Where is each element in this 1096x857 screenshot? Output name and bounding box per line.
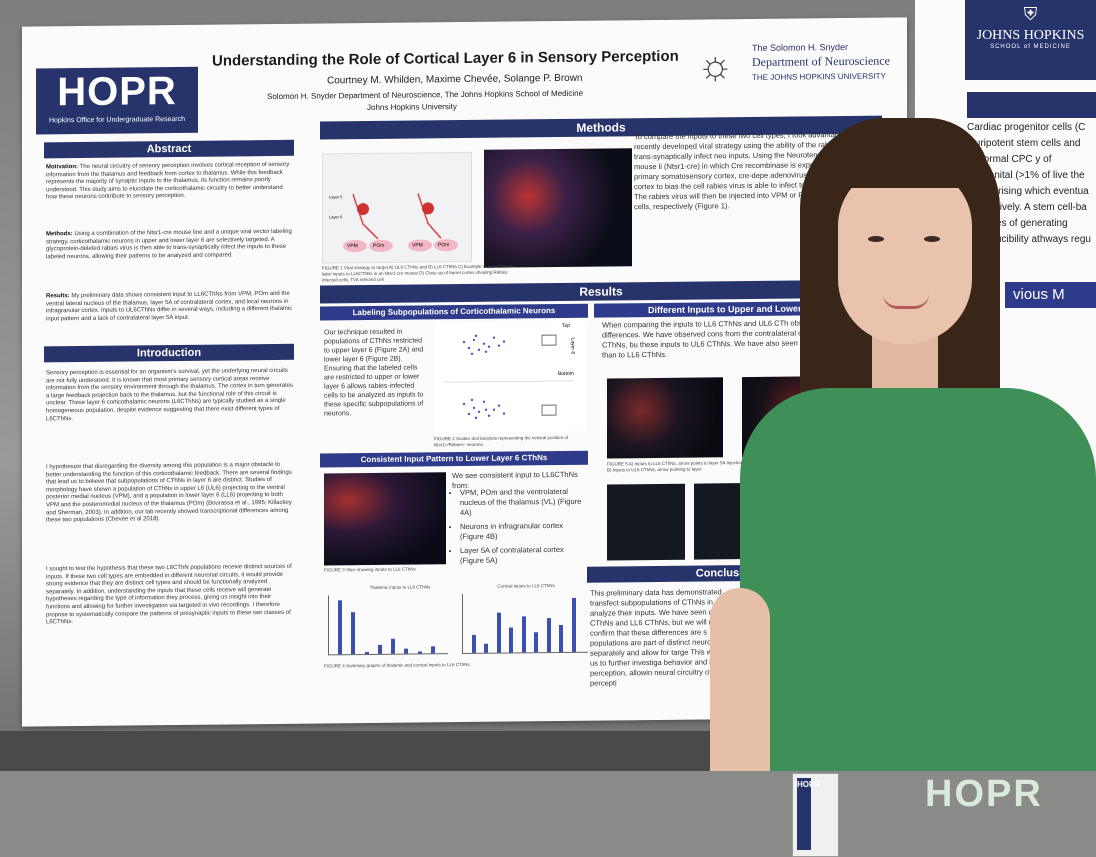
cortical-inputs-chart <box>462 592 588 655</box>
figure-4-caption: FIGURE 4 Summary graphs of thalamic and … <box>324 661 470 669</box>
green-tshirt: HOPR HOPR <box>740 388 1096 857</box>
smile <box>883 294 929 309</box>
chart-bar <box>404 649 409 654</box>
poster-affiliation-university: Johns Hopkins University <box>367 102 457 113</box>
poster-title: Understanding the Role of Cortical Layer… <box>212 47 679 70</box>
slice-image <box>324 472 446 566</box>
adjacent-poster-text: Cardiac progenitor cells (C pluripotent … <box>967 122 1091 245</box>
face <box>838 166 972 344</box>
chart-bar <box>534 632 539 653</box>
chart-bar <box>559 625 564 653</box>
abstract-results: Results: My preliminary data shows consi… <box>46 290 293 323</box>
list-item: Layer 5A of contralateral cortex (Figure… <box>460 545 588 566</box>
poster-affiliation: Solomon H. Snyder Department of Neurosci… <box>267 88 584 102</box>
name-badge: HOPR <box>792 773 839 857</box>
chart-bar <box>417 651 422 654</box>
chart-bar <box>351 611 356 655</box>
chart-bar <box>509 627 514 653</box>
brain-slice-image <box>484 148 632 268</box>
chart-bar <box>391 638 396 654</box>
chart-bar <box>571 598 576 652</box>
chart-bar <box>484 643 489 653</box>
research-poster: HOPR Hopkins Office for Undergraduate Re… <box>22 17 907 727</box>
abstract-header: Abstract <box>44 139 294 159</box>
abstract-methods: Methods: Using a combination of the Ntsr… <box>46 228 292 261</box>
chart-bar <box>496 612 501 653</box>
poster-authors: Courtney M. Whilden, Maxime Chevée, Sola… <box>327 72 583 87</box>
figure-5c-image <box>607 483 685 561</box>
hopr-logo: HOPR Hopkins Office for Undergraduate Re… <box>36 66 198 135</box>
labeling-header: Labeling Subpopulations of Corticothalam… <box>320 303 588 321</box>
chart-bar <box>430 645 435 654</box>
list-item: Neurons in infragranular cortex (Figure … <box>460 521 588 542</box>
left-eye <box>868 236 884 242</box>
chart-bar <box>521 616 526 653</box>
chart-b-title: Cortical inputs to LL6 CThNs <box>497 583 555 589</box>
shirt-logo: HOPR <box>925 773 1043 815</box>
scatter-plot-icon <box>444 334 574 420</box>
scatter-boxplot-figure: Top Layer 6 Bottom <box>434 320 586 433</box>
labeling-text: Our technique resulted in populations of… <box>324 328 424 418</box>
right-eye <box>924 236 940 242</box>
list-item: VPM, POm and the ventrolateral nucleus o… <box>460 487 588 518</box>
chart-bar <box>364 651 369 655</box>
introduction-paragraph-2: I hypothesize that disregarding the dive… <box>46 461 292 524</box>
arm <box>710 588 770 771</box>
abstract-motivation: Motivation: The neural circuitry of sens… <box>46 161 290 201</box>
thalamic-inputs-chart <box>328 594 448 656</box>
chart-bar <box>471 635 476 653</box>
viral-strategy-diagram: Layer 5 Layer 6 VPM POm VPM POm <box>322 151 472 264</box>
chart-a-title: Thalamic inputs to LL6 CThNs <box>369 584 431 590</box>
hair-top <box>820 118 990 188</box>
department-logo: ☼ The Solomon H. Snyder Department of Ne… <box>697 41 890 88</box>
consistent-input-header: Consistent Input Pattern to Lower Layer … <box>320 450 588 468</box>
introduction-header: Introduction <box>44 343 294 363</box>
neuron-diagram-icon <box>343 193 458 253</box>
chart-bar <box>546 618 551 653</box>
presenter: HOPR HOPR <box>700 118 1096 857</box>
figure-1-caption: FIGURE 1 Viral strategy to target A) UL6… <box>322 263 515 283</box>
chart-bar <box>377 644 382 654</box>
sun-emblem-icon: ☼ <box>697 43 734 88</box>
chart-bar <box>338 600 343 655</box>
introduction-paragraph-3: I sought to test the hypothesis that the… <box>46 563 292 626</box>
consistent-input-list: VPM, POm and the ventrolateral nucleus o… <box>448 487 588 566</box>
adjacent-poster-section: vious M <box>1005 282 1096 308</box>
figure-2-caption: FIGURE 2 Scatter and boxplots representi… <box>434 434 569 448</box>
introduction-paragraph-1: Sensory perception is essential for an o… <box>46 367 294 422</box>
shield-icon: ⛨ <box>1023 4 1038 24</box>
adjacent-poster-header <box>967 92 1096 118</box>
johns-hopkins-banner: ⛨ JOHNS HOPKINS SCHOOL of MEDICINE <box>965 0 1096 80</box>
figure-3-caption: FIGURE 3 Slice showing inputs to LL6 CTh… <box>324 566 416 573</box>
